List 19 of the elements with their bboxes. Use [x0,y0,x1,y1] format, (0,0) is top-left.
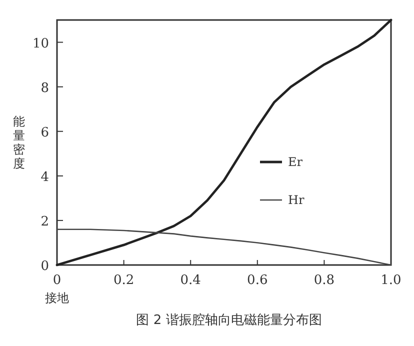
line-series [56,228,392,266]
text: 图 2 谐振腔轴向电磁能量分布图 [136,313,322,328]
x-tick-label: 0.4 [180,273,201,288]
y-tick-label: 4 [40,170,49,185]
legend-label: Er [288,155,303,169]
x-tick-label: 0.2 [113,273,134,288]
y-tick-label: 8 [40,80,49,96]
y-tick-label: 6 [40,125,49,140]
x-tick-label: 0.6 [247,273,268,288]
x-tick-label: 0 [52,273,62,288]
y-tick-label: 2 [40,214,49,230]
x-tick-label: 0.8 [314,273,335,288]
text: 接地 [45,291,69,305]
y-tick-label: 0 [40,259,49,274]
y-tick-label: 10 [32,36,49,52]
x-tick-label: 1.0 [380,273,402,288]
y-axis-title: 能量密度 [13,114,25,170]
line-series [56,18,392,266]
legend-label: Hr [288,193,304,207]
